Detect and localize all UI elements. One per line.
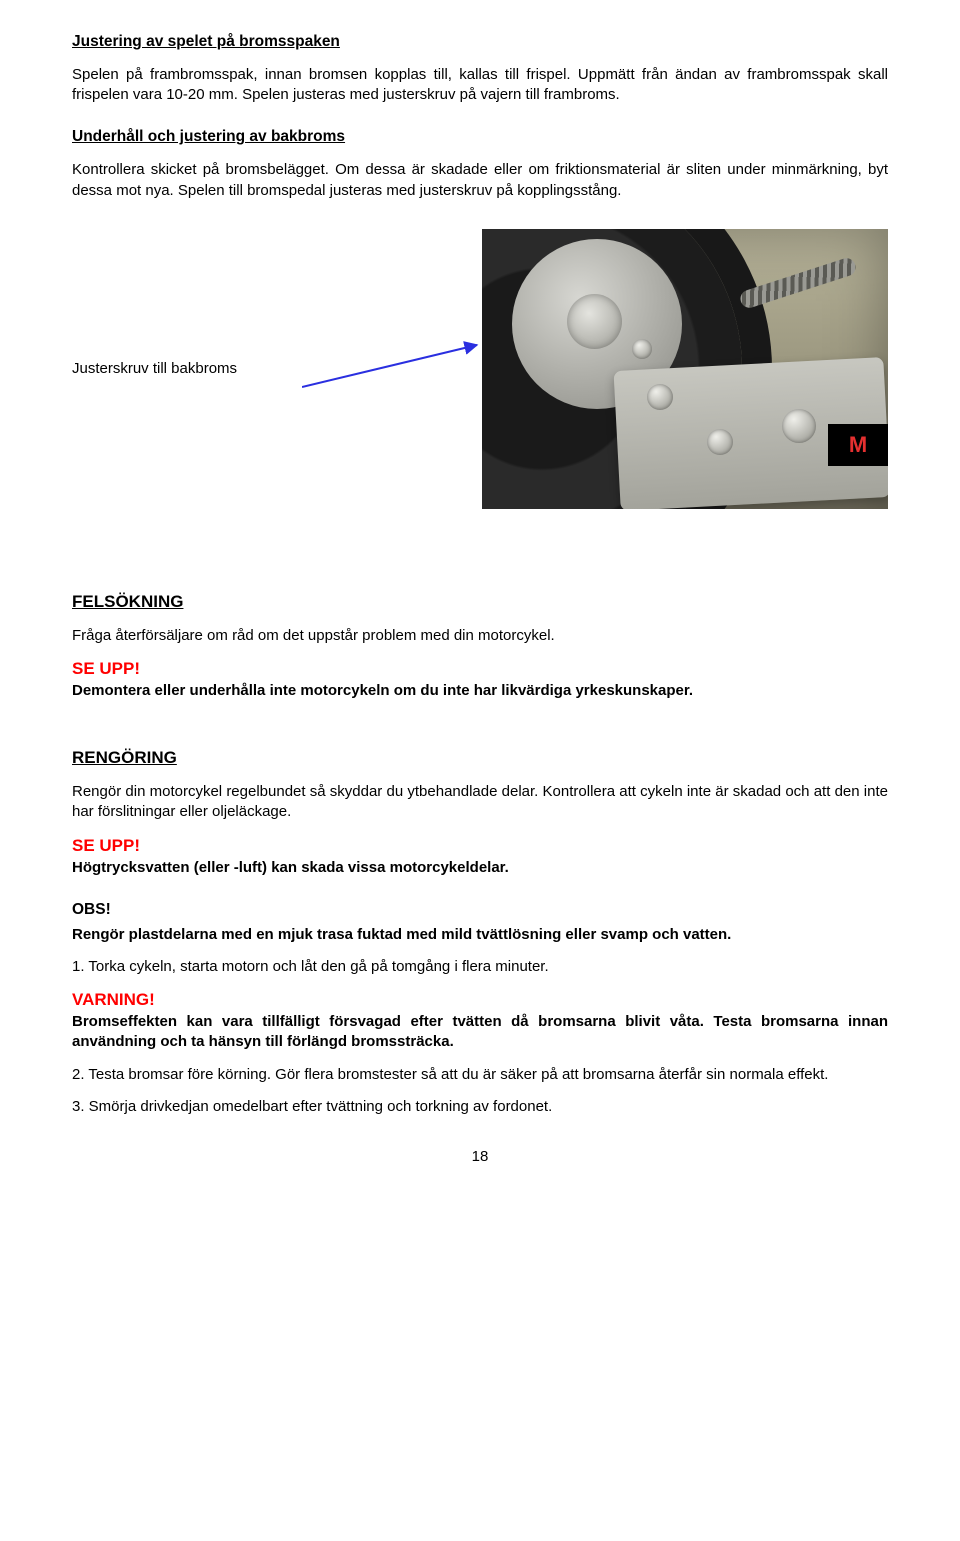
badge: M: [828, 424, 888, 466]
bold-text: Rengör plastdelarna med en mjuk trasa fu…: [72, 925, 888, 945]
paragraph: Fråga återförsäljare om råd om det uppst…: [72, 626, 888, 646]
warning-se-upp: SE UPP!: [72, 835, 888, 858]
page-number: 18: [72, 1147, 888, 1167]
heading-felsokning: FELSÖKNING: [72, 591, 888, 614]
image-caption: Justerskruv till bakbroms: [72, 359, 302, 379]
paragraph: 3. Smörja drivkedjan omedelbart efter tv…: [72, 1097, 888, 1117]
image-row: Justerskruv till bakbroms M: [72, 229, 888, 509]
page: Justering av spelet på bromsspaken Spele…: [0, 0, 960, 1207]
paragraph: 1. Torka cykeln, starta motorn och låt d…: [72, 957, 888, 977]
bold-text: Demontera eller underhålla inte motorcyk…: [72, 681, 888, 701]
heading-rengoring: RENGÖRING: [72, 747, 888, 770]
warning-varning: VARNING!: [72, 989, 888, 1012]
paragraph: Spelen på frambromsspak, innan bromsen k…: [72, 65, 888, 106]
heading-underhall-bakbroms: Underhåll och justering av bakbroms: [72, 127, 888, 148]
paragraph: Kontrollera skicket på bromsbelägget. Om…: [72, 160, 888, 201]
warning-se-upp: SE UPP!: [72, 658, 888, 681]
obs-label: OBS!: [72, 900, 888, 921]
bold-text: Bromseffekten kan vara tillfälligt försv…: [72, 1012, 888, 1053]
paragraph: Rengör din motorcykel regelbundet så sky…: [72, 782, 888, 823]
heading-justering-bromsspaken: Justering av spelet på bromsspaken: [72, 32, 888, 53]
bold-text: Högtrycksvatten (eller -luft) kan skada …: [72, 858, 888, 878]
arrow-icon: [302, 339, 482, 399]
photo-bakbroms: M: [482, 229, 888, 509]
paragraph: 2. Testa bromsar före körning. Gör flera…: [72, 1065, 888, 1085]
